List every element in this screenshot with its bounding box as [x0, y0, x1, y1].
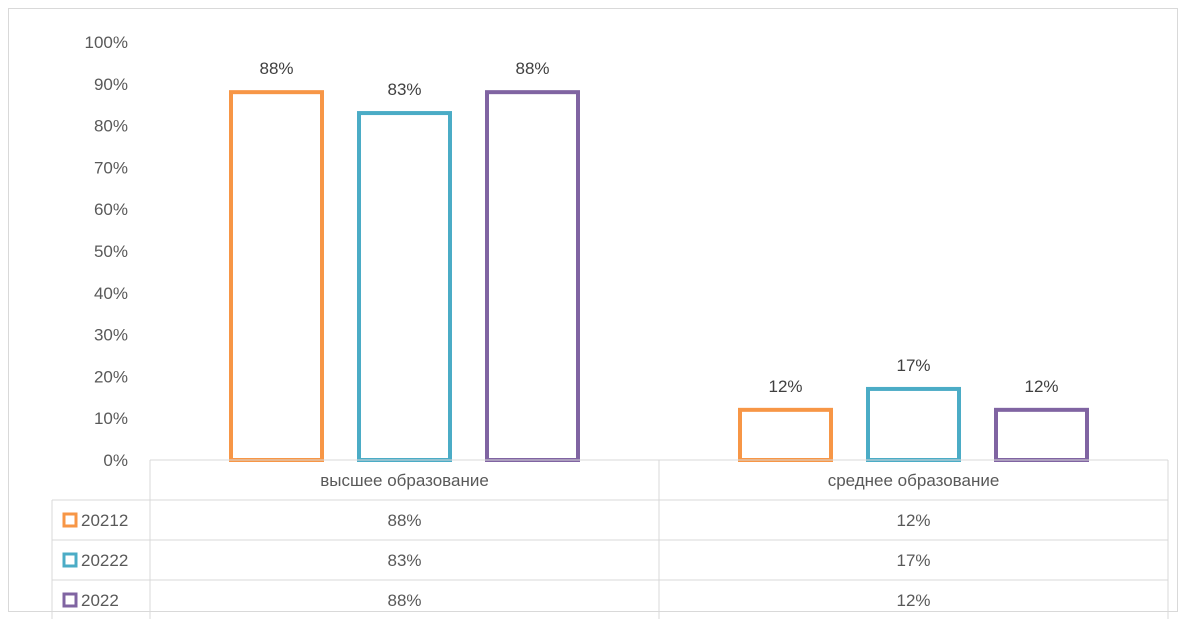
legend-label: 20212 [81, 511, 128, 530]
table-cell: 88% [387, 511, 421, 530]
legend-key [62, 592, 78, 608]
table-cell: 88% [387, 591, 421, 610]
y-axis: 0% 10% 20% 30% 40% 50% 60% 70% 80% 90% 100% [85, 33, 128, 470]
bar [485, 90, 580, 462]
table-cell: 12% [896, 591, 930, 610]
y-tick-label: 10% [94, 409, 128, 428]
bar [229, 90, 324, 462]
category-label: высшее образование [320, 471, 489, 490]
y-tick-label: 90% [94, 75, 128, 94]
legend-key [62, 552, 78, 568]
bars [229, 90, 1089, 462]
y-tick-label: 40% [94, 284, 128, 303]
data-label: 12% [768, 377, 802, 396]
y-tick-label: 0% [103, 451, 128, 470]
y-tick-label: 60% [94, 200, 128, 219]
y-tick-label: 50% [94, 242, 128, 261]
data-labels: 88% 83% 88% 12% 17% 12% [259, 59, 1058, 396]
y-tick-label: 100% [85, 33, 128, 52]
legend-key [62, 512, 78, 528]
table-cell: 12% [896, 511, 930, 530]
chart-frame [8, 8, 1178, 612]
y-tick-label: 80% [94, 117, 128, 136]
data-label: 88% [259, 59, 293, 78]
y-tick-label: 70% [94, 158, 128, 177]
legend-label: 2022 [81, 591, 119, 610]
bar [866, 386, 961, 462]
bar [738, 407, 833, 462]
data-label: 12% [1024, 377, 1058, 396]
data-label: 88% [515, 59, 549, 78]
legend-label: 20222 [81, 551, 128, 570]
bar [357, 111, 452, 462]
table-cell: 83% [387, 551, 421, 570]
y-tick-label: 30% [94, 326, 128, 345]
table-cell: 17% [896, 551, 930, 570]
bar [994, 407, 1089, 462]
y-tick-label: 20% [94, 367, 128, 386]
category-label: среднее образование [828, 471, 1000, 490]
data-table: высшее образование среднее образование 202… [51, 459, 1169, 619]
data-label: 83% [387, 80, 421, 99]
data-label: 17% [896, 356, 930, 375]
